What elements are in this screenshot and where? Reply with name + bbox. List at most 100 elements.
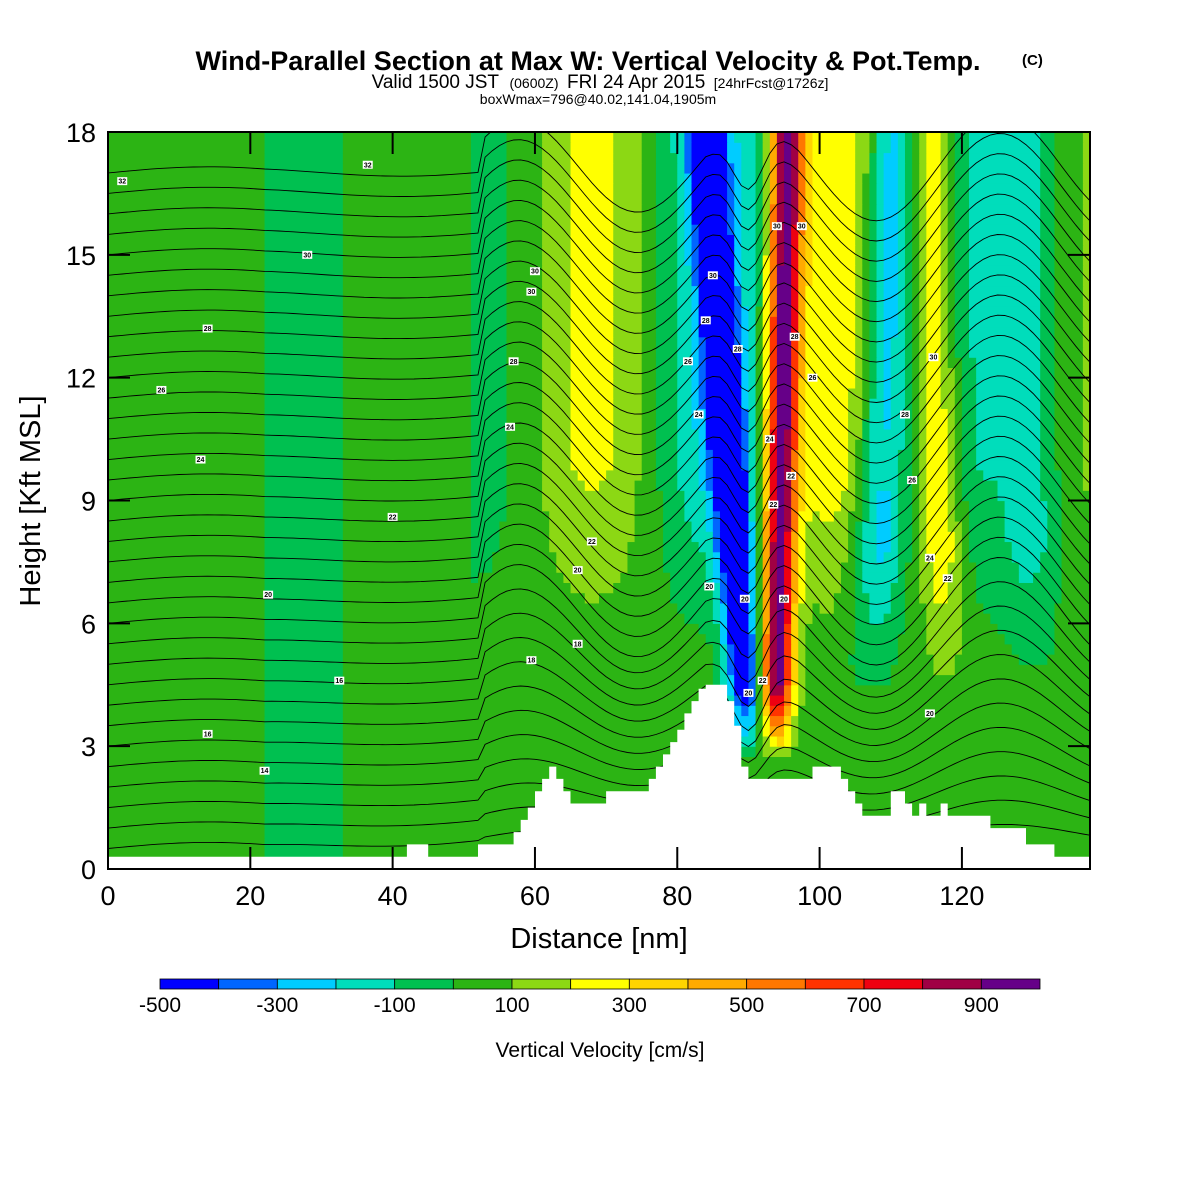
velocity-cell xyxy=(805,203,814,215)
velocity-cell xyxy=(912,152,920,164)
velocity-cell xyxy=(264,326,344,338)
velocity-cell xyxy=(762,705,771,717)
velocity-cell xyxy=(769,449,778,461)
velocity-cell xyxy=(762,633,771,645)
velocity-cell xyxy=(570,336,614,348)
velocity-cell xyxy=(776,326,792,338)
velocity-cell xyxy=(791,172,799,184)
velocity-cell xyxy=(926,480,949,491)
forecast-tag: [24hrFcst@1726z] xyxy=(714,75,829,91)
velocity-cell xyxy=(883,377,892,389)
velocity-cell xyxy=(919,480,927,491)
velocity-cell xyxy=(755,735,764,747)
velocity-cell xyxy=(954,295,970,307)
velocity-cell xyxy=(926,500,949,512)
velocity-cell xyxy=(755,387,764,399)
velocity-cell xyxy=(705,572,714,583)
velocity-cell xyxy=(869,602,892,614)
velocity-cell xyxy=(727,643,735,655)
velocity-cell xyxy=(698,275,735,287)
contour-label: 22 xyxy=(586,537,597,546)
velocity-cell xyxy=(755,551,764,563)
velocity-cell xyxy=(890,142,899,154)
velocity-cell xyxy=(798,377,806,389)
velocity-cell xyxy=(954,306,970,317)
velocity-cell xyxy=(833,592,856,604)
velocity-cell xyxy=(677,265,693,276)
contour-label-bg xyxy=(202,729,213,738)
velocity-cell xyxy=(570,213,614,225)
velocity-cell xyxy=(1061,592,1090,604)
velocity-cell xyxy=(108,224,266,235)
velocity-cell xyxy=(940,346,949,358)
velocity-cell xyxy=(961,367,977,379)
velocity-cell xyxy=(641,439,657,450)
velocity-cell xyxy=(784,449,792,461)
velocity-cell xyxy=(969,172,1041,184)
velocity-cell xyxy=(919,244,927,256)
velocity-cell xyxy=(108,828,266,839)
velocity-cell xyxy=(769,439,778,450)
velocity-cell xyxy=(954,213,970,225)
velocity-cell xyxy=(108,480,266,491)
contour-label: 28 xyxy=(508,357,519,366)
velocity-cell xyxy=(264,592,344,604)
velocity-cell xyxy=(691,213,728,225)
colorbar-swatch xyxy=(980,978,1041,990)
velocity-cell xyxy=(805,654,849,665)
velocity-cell xyxy=(912,408,920,420)
velocity-cell xyxy=(784,725,792,737)
velocity-cell xyxy=(798,418,806,430)
velocity-cell xyxy=(748,387,757,399)
velocity-cell xyxy=(969,500,1006,512)
velocity-cell xyxy=(912,224,920,235)
velocity-cell xyxy=(1040,449,1056,461)
contour-label-text: 30 xyxy=(531,269,539,276)
velocity-cell xyxy=(542,285,572,297)
velocity-cell xyxy=(748,551,757,563)
y-tick-label: 0 xyxy=(81,855,96,885)
velocity-cell xyxy=(677,459,700,471)
velocity-cell xyxy=(791,572,799,583)
velocity-cell xyxy=(776,265,792,276)
velocity-cell xyxy=(691,316,700,328)
velocity-cell xyxy=(108,172,266,184)
velocity-cell xyxy=(840,572,856,583)
velocity-cell xyxy=(670,582,714,594)
velocity-cell xyxy=(641,162,657,174)
velocity-cell xyxy=(1054,459,1084,471)
velocity-cell xyxy=(926,418,949,430)
velocity-cell xyxy=(869,398,885,409)
y-tick-label: 9 xyxy=(81,487,96,517)
velocity-cell xyxy=(108,735,266,747)
velocity-cell xyxy=(855,346,863,358)
contour-label-bg xyxy=(586,537,597,546)
velocity-cell xyxy=(755,377,764,389)
velocity-cell xyxy=(926,490,949,502)
velocity-cell xyxy=(904,295,913,307)
velocity-cell xyxy=(264,633,344,645)
velocity-cell xyxy=(734,265,742,276)
velocity-cell xyxy=(912,254,920,266)
velocity-cell xyxy=(791,428,799,440)
velocity-cell xyxy=(748,316,757,328)
velocity-cell xyxy=(890,418,906,430)
velocity-cell xyxy=(791,633,799,645)
velocity-cell xyxy=(805,439,849,450)
velocity-cell xyxy=(926,183,942,195)
velocity-cell xyxy=(1054,623,1090,635)
velocity-cell xyxy=(798,162,806,174)
velocity-cell xyxy=(677,439,700,450)
velocity-cell xyxy=(470,213,508,225)
velocity-cell xyxy=(1047,510,1063,522)
theta-contour xyxy=(108,496,1090,605)
velocity-cell xyxy=(769,541,778,553)
velocity-cell xyxy=(947,572,963,583)
velocity-cell xyxy=(798,367,806,379)
velocity-cell xyxy=(940,254,949,266)
velocity-cell xyxy=(727,142,742,154)
velocity-cell xyxy=(264,490,344,502)
velocity-cell xyxy=(755,285,764,297)
velocity-cell xyxy=(108,787,266,798)
velocity-cell xyxy=(506,459,543,471)
